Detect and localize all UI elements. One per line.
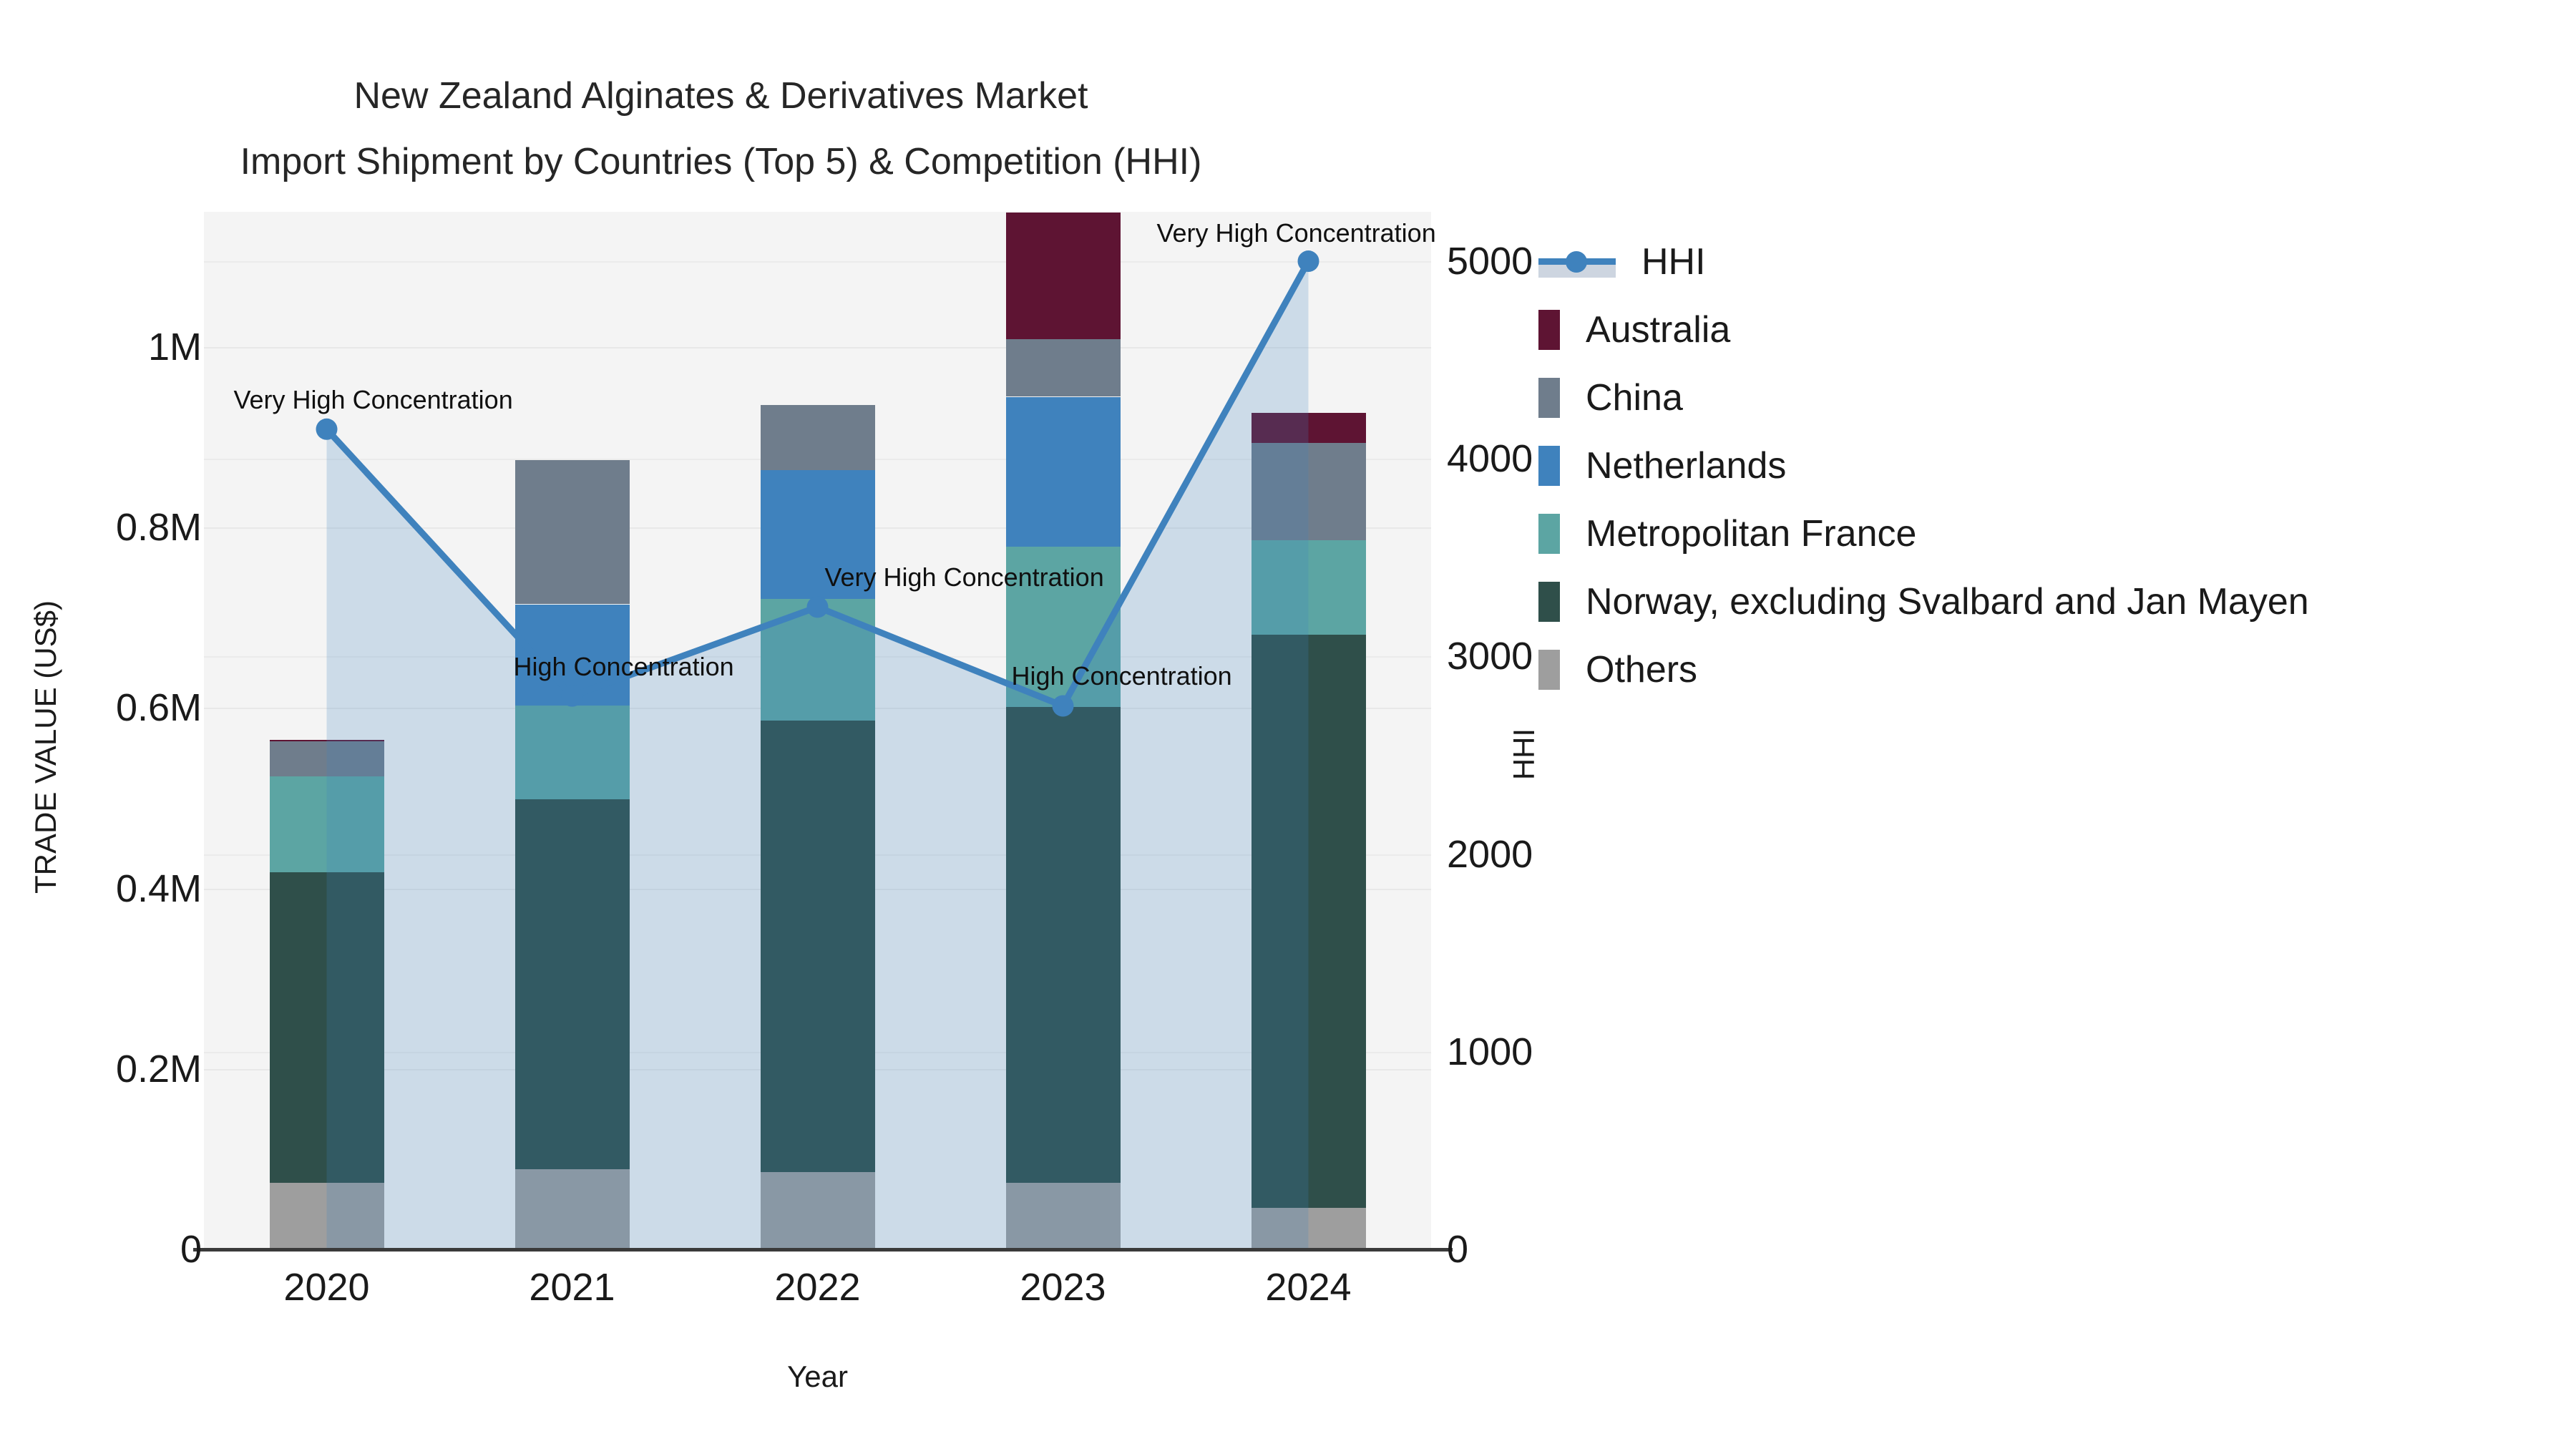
bar-segment[interactable] [269,1182,384,1249]
bar-segment[interactable] [514,799,630,1169]
y-axis-left-tick-label: 0.4M [115,867,202,910]
bar-segment[interactable] [1251,635,1366,1208]
concentration-annotation: Very High Concentration [233,384,513,414]
y-axis-right-tick-label: 2000 [1447,832,1533,876]
concentration-annotation: High Concentration [513,651,734,681]
bar-segment[interactable] [760,721,875,1172]
bar-group[interactable] [514,212,630,1249]
y-axis-right-title: HHI [1507,728,1541,781]
bar-segment[interactable] [1005,338,1121,397]
legend-color-swatch [1538,309,1560,350]
x-axis-spine [193,1248,1453,1252]
y-axis-left-tick-label: 0.8M [115,506,202,550]
y-axis-right-tick-label: 1000 [1447,1030,1533,1073]
bar-segment[interactable] [760,404,875,470]
bar-segment[interactable] [514,705,630,799]
x-axis-tick-label: 2022 [774,1266,861,1309]
bar-segment[interactable] [1005,396,1121,547]
legend-color-swatch [1538,377,1560,418]
bar-group[interactable] [760,212,875,1249]
bar-segment[interactable] [1251,1208,1366,1249]
y-axis-left-tick-label: 0.2M [115,1047,202,1091]
bar-segment[interactable] [1005,213,1121,339]
concentration-annotation: Very High Concentration [1156,218,1436,248]
bar-group[interactable] [1005,212,1121,1249]
legend-item-label: Australia [1586,308,1731,351]
y-axis-right-tick-label: 0 [1447,1228,1469,1271]
legend-item-label: Others [1586,648,1698,691]
bar-group[interactable] [269,212,384,1249]
x-axis-tick-label: 2020 [283,1266,370,1309]
legend-item[interactable]: Others [1538,635,2562,703]
legend-item[interactable]: Metropolitan France [1538,499,2562,567]
y-axis-right-tick-label: 3000 [1447,635,1533,678]
bar-segment[interactable] [269,739,384,742]
legend-item-label: China [1586,376,1683,419]
bar-segment[interactable] [514,1169,630,1249]
bar-segment[interactable] [269,741,384,777]
legend-item[interactable]: China [1538,364,2562,431]
bar-segment[interactable] [514,459,630,605]
x-axis-tick-label: 2021 [529,1266,615,1309]
legend-item-label: Norway, excluding Svalbard and Jan Mayen [1586,580,2309,623]
bar-segment[interactable] [269,872,384,1183]
y-axis-left-title: TRADE VALUE (US$) [29,600,62,894]
x-axis-tick-label: 2023 [1020,1266,1106,1309]
bar-segment[interactable] [269,776,384,872]
y-axis-right-tick-label: 4000 [1447,437,1533,481]
legend-item[interactable]: Norway, excluding Svalbard and Jan Mayen [1538,567,2562,635]
bar-segment[interactable] [1251,540,1366,635]
bar-segment[interactable] [1005,707,1121,1183]
legend: HHI Australia China Netherlands Metropolitan… [1538,228,2562,703]
legend-color-swatch [1538,513,1560,554]
legend-item[interactable]: HHI [1538,228,2562,296]
legend-color-swatch [1538,649,1560,690]
bar-group[interactable] [1251,212,1366,1249]
legend-color-swatch [1538,445,1560,486]
legend-item[interactable]: Australia [1538,296,2562,364]
bar-segment[interactable] [760,598,875,721]
legend-color-swatch [1538,581,1560,622]
chart-title-line-1: New Zealand Alginates & Derivatives Mark… [353,75,1088,117]
concentration-annotation: Very High Concentration [824,562,1104,592]
chart-title-line-2: Import Shipment by Countries (Top 5) & C… [240,141,1202,182]
y-axis-left-tick-label: 0 [180,1228,202,1271]
y-axis-right-tick-label: 5000 [1447,240,1533,283]
legend-line-marker-icon [1538,242,1616,282]
bar-segment[interactable] [1251,413,1366,443]
bar-segment[interactable] [1251,442,1366,540]
bar-segment[interactable] [760,1171,875,1249]
x-axis-title: Year [787,1360,848,1393]
y-axis-left-tick-label: 0.6M [115,686,202,730]
bar-segment[interactable] [1005,1182,1121,1249]
plot-area: Very High Concentration High Concentratio… [204,212,1436,1251]
chart-title: New Zealand Alginates & Derivatives Mark… [0,63,1442,195]
legend-item[interactable]: Netherlands [1538,431,2562,499]
legend-item-label: HHI [1641,240,1706,283]
x-axis-tick-label: 2024 [1265,1266,1352,1309]
legend-item-label: Metropolitan France [1586,512,1917,555]
legend-item-label: Netherlands [1586,444,1787,487]
y-axis-left-tick-label: 1M [147,326,202,369]
concentration-annotation: High Concentration [1011,661,1232,691]
